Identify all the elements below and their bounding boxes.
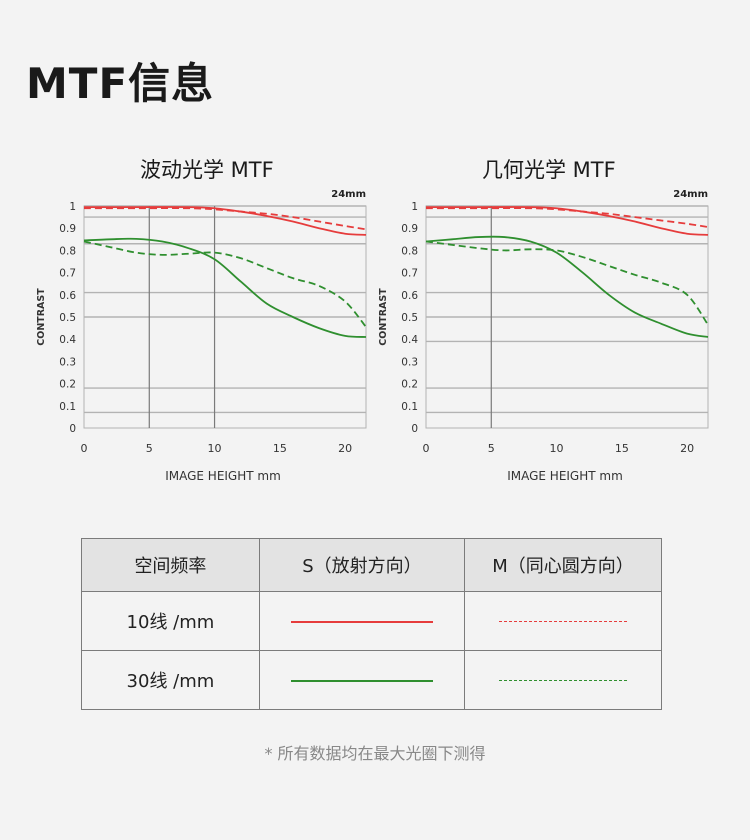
row-label: 30线 /mm	[81, 650, 260, 710]
30lp-sagittal-line	[425, 235, 709, 338]
y-tick-label: 1	[69, 201, 76, 213]
chart-title: 几何光学 MTF	[482, 158, 616, 182]
legend-line-s-10	[290, 620, 433, 623]
row-label: 10线 /mm	[81, 591, 260, 651]
x-tick-label: 10	[550, 442, 564, 455]
y-tick-label: 1	[411, 201, 418, 213]
10lp-sagittal-line	[426, 206, 709, 236]
legend-header-row: 空间频率 S（放射方向） M（同心圆方向）	[81, 538, 662, 592]
y-tick-label: 0.5	[401, 312, 418, 324]
header-sagittal: S（放射方向）	[258, 538, 466, 592]
x-axis-label: IMAGE HEIGHT mm	[165, 469, 281, 483]
header-meridional: M（同心圆方向）	[464, 538, 662, 592]
x-tick-label: 10	[208, 442, 222, 455]
focal-length-label: 24mm	[331, 189, 366, 200]
legend-dashed-line-cell	[464, 591, 662, 651]
10lp-meridional-line	[84, 207, 367, 231]
y-tick-label: 0.1	[59, 401, 76, 413]
legend-row-10lp: 10线 /mm	[81, 591, 662, 651]
mtf-chart-geometric-optics: 几何光学 MTF 1 0.9 0.8 0.7 0.6 0.5 0.4 0.3 0.2 0.1 0 0 5…	[342, 150, 712, 490]
10lp-meridional-line	[426, 207, 709, 228]
y-tick-label: 0.9	[59, 223, 76, 235]
y-tick-label: 0.2	[59, 379, 76, 391]
x-tick-label: 0	[81, 442, 88, 455]
y-tick-label: 0.1	[401, 401, 418, 413]
page-title: MTF信息	[26, 59, 215, 108]
y-tick-label: 0.2	[401, 379, 418, 391]
legend-table: 空间频率 S（放射方向） M（同心圆方向） 10线 /mm 30线 /mm	[81, 538, 662, 710]
y-tick-label: 0.4	[59, 334, 76, 346]
footnote: * 所有数据均在最大光圈下测得	[264, 744, 486, 763]
y-tick-label: 0.6	[59, 290, 76, 302]
y-tick-label: 0	[411, 423, 418, 435]
x-tick-label: 5	[146, 442, 153, 455]
y-tick-label: 0.5	[59, 312, 76, 324]
x-tick-label: 20	[680, 442, 694, 455]
30lp-sagittal-line	[83, 237, 367, 338]
x-tick-label: 0	[423, 442, 430, 455]
10lp-sagittal-line	[84, 206, 367, 236]
legend-solid-line-cell	[258, 650, 466, 710]
y-axis-label: CONTRAST	[378, 288, 389, 346]
x-tick-label: 15	[615, 442, 629, 455]
chart-plot: 1 0.9 0.8 0.7 0.6 0.5 0.4 0.3 0.2 0.1 00 5 10 15 20 CON…	[36, 189, 367, 483]
y-tick-label: 0.7	[401, 268, 418, 280]
y-axis-label: CONTRAST	[36, 288, 47, 346]
x-tick-label: 5	[488, 442, 495, 455]
y-tick-label: 0.3	[59, 356, 76, 368]
30lp-meridional-line	[425, 240, 709, 326]
legend-line-m-30	[499, 680, 627, 681]
legend-dashed-line-cell	[464, 650, 662, 710]
x-tick-label: 20	[338, 442, 352, 455]
legend-row-30lp: 30线 /mm	[81, 650, 662, 710]
y-tick-label: 0.4	[401, 334, 418, 346]
chart-plot: 1 0.9 0.8 0.7 0.6 0.5 0.4 0.3 0.2 0.1 00 5 10 15 20 CON…	[378, 189, 709, 483]
legend-line-m-10	[499, 621, 627, 622]
30lp-meridional-line	[83, 240, 367, 328]
header-spatial-frequency: 空间频率	[81, 538, 260, 592]
x-tick-label: 15	[273, 442, 287, 455]
y-tick-label: 0.7	[59, 268, 76, 280]
mtf-chart-wave-optics: 波动光学 MTF 1 0.9 0.8 0.7 0.6 0.5 0.4 0.3 0.2 0.1 0 0 5…	[0, 150, 370, 490]
legend-line-s-30	[290, 679, 433, 682]
chart-title: 波动光学 MTF	[140, 158, 274, 182]
y-tick-label: 0.3	[401, 356, 418, 368]
y-tick-label: 0.8	[59, 245, 76, 257]
x-axis-label: IMAGE HEIGHT mm	[507, 469, 623, 483]
y-tick-label: 0.6	[401, 290, 418, 302]
legend-solid-line-cell	[258, 591, 466, 651]
y-tick-label: 0	[69, 423, 76, 435]
focal-length-label: 24mm	[673, 189, 708, 200]
y-tick-label: 0.8	[401, 245, 418, 257]
y-tick-label: 0.9	[401, 223, 418, 235]
